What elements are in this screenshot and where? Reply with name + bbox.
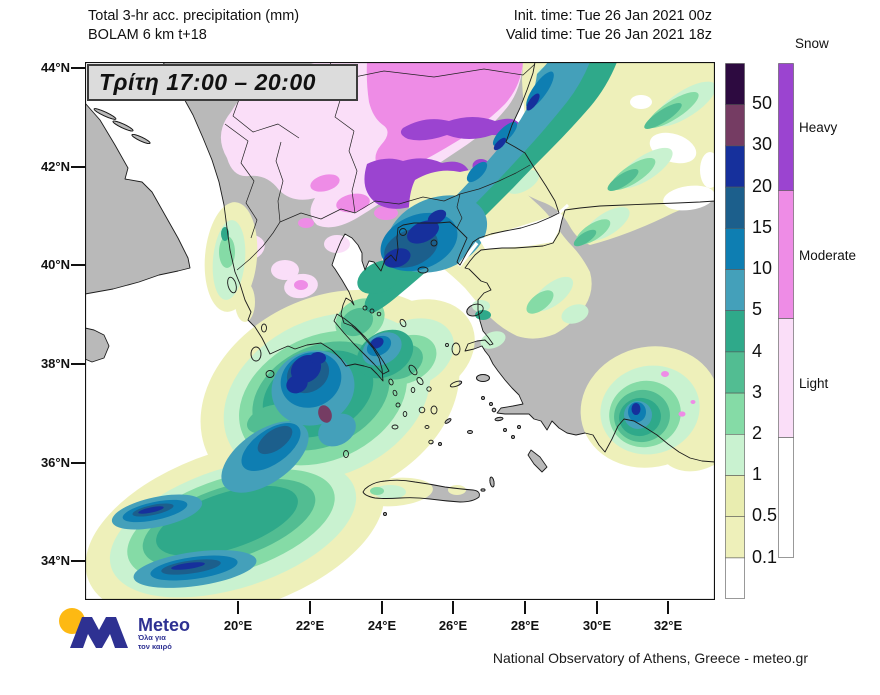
snow-label-light: Light [799, 376, 829, 391]
snow-swatch [778, 190, 794, 319]
init-time: Init. time: Tue 26 Jan 2021 00z [513, 8, 712, 24]
snow-colorbar [778, 63, 794, 558]
precip-swatch [725, 145, 745, 188]
precip-swatch [725, 557, 745, 599]
lon-label-22e: 22°E [295, 618, 325, 633]
forecast-interval-label: Τρίτη 17:00 – 20:00 [99, 69, 316, 95]
precip-swatch [725, 475, 745, 518]
precip-swatch [725, 269, 745, 312]
model-run: BOLAM 6 km t+18 [88, 27, 207, 43]
snow-label-moderate: Moderate [799, 248, 857, 263]
precip-swatch [725, 392, 745, 435]
precip-label-1: 1 [752, 464, 763, 484]
lon-label-20e: 20°E [223, 618, 253, 633]
lon-tick [667, 601, 669, 614]
lon-tick [309, 601, 311, 614]
lat-label-42n: 42°N [40, 159, 70, 174]
precip-label-5: 5 [752, 299, 763, 319]
snow-swatch [778, 437, 794, 558]
lat-tick [71, 462, 85, 464]
precip-label-15: 15 [752, 217, 773, 237]
lat-tick [71, 560, 85, 562]
precip-swatch [725, 351, 745, 394]
lon-label-30e: 30°E [582, 618, 612, 633]
logo-brand: Meteo [138, 615, 191, 635]
forecast-map [84, 61, 734, 620]
lon-tick [596, 601, 598, 614]
lon-tick [237, 601, 239, 614]
precip-swatch [725, 63, 745, 106]
logo-tagline-1: Όλα για [138, 633, 166, 642]
precip-label-50: 50 [752, 93, 773, 113]
precip-swatch [725, 310, 745, 353]
snow-label-heavy: Heavy [799, 120, 838, 135]
map-frame [84, 61, 716, 601]
precip-label-0.5: 0.5 [752, 505, 778, 525]
lat-label-34n: 34°N [40, 553, 70, 568]
lat-tick [71, 264, 85, 266]
forecast-interval-box: Τρίτη 17:00 – 20:00 [87, 64, 358, 101]
lon-tick [524, 601, 526, 614]
logo-m-icon [70, 617, 128, 648]
lon-tick [452, 601, 454, 614]
lon-label-26e: 26°E [438, 618, 468, 633]
product-header: Total 3-hr acc. precipitation (mm) BOLAM… [88, 7, 299, 45]
product-title: Total 3-hr acc. precipitation (mm) [88, 8, 300, 24]
precip-label-2: 2 [752, 423, 763, 443]
precip-field-layer [85, 62, 734, 620]
lon-label-32e: 32°E [653, 618, 683, 633]
logo-text: Meteo Όλα για τον καιρό [138, 616, 190, 651]
snow-swatch [778, 63, 794, 191]
lon-label-28e: 28°E [510, 618, 540, 633]
lat-tick [71, 166, 85, 168]
lon-label-24e: 24°E [367, 618, 397, 633]
precip-label-30: 30 [752, 134, 773, 154]
precip-label-10: 10 [752, 258, 773, 278]
precip-label-3: 3 [752, 382, 763, 402]
precip-swatch [725, 516, 745, 559]
snow-swatch [778, 318, 794, 438]
precip-swatch [725, 186, 745, 229]
meteo-logo: Meteo Όλα για τον καιρό [55, 606, 235, 666]
precip-label-0.1: 0.1 [752, 547, 778, 567]
precip-label-20: 20 [752, 176, 773, 196]
valid-time: Valid time: Tue 26 Jan 2021 18z [505, 27, 712, 43]
lat-tick [71, 363, 85, 365]
precip-label-4: 4 [752, 341, 763, 361]
snow-legend-title: Snow [795, 36, 829, 51]
lat-label-40n: 40°N [40, 257, 70, 272]
lat-tick [71, 67, 85, 69]
time-header: Init. time: Tue 26 Jan 2021 00z Valid ti… [450, 7, 712, 45]
meteo-logo-mark [59, 608, 128, 648]
precip-swatch [725, 433, 745, 476]
precip-swatch [725, 228, 745, 270]
attribution: National Observatory of Athens, Greece -… [492, 650, 808, 666]
lat-label-36n: 36°N [40, 455, 70, 470]
precip-swatch [725, 104, 745, 147]
precip-colorbar [725, 63, 745, 599]
lon-tick [381, 601, 383, 614]
lat-label-44n: 44°N [40, 60, 70, 75]
logo-tagline-2: τον καιρό [138, 641, 172, 651]
map-svg [84, 61, 734, 620]
lat-label-38n: 38°N [40, 356, 70, 371]
